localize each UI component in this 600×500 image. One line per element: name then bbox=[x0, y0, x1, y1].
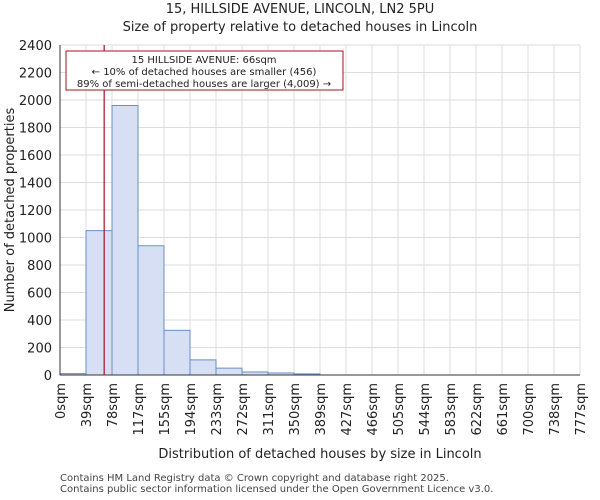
x-tick-label: 544sqm bbox=[418, 383, 433, 436]
y-tick-label: 1200 bbox=[19, 204, 52, 219]
x-axis-label: Distribution of detached houses by size … bbox=[158, 447, 481, 462]
histogram-chart: 0 200 400 600 800 1000 1200 1400 1600 1800 2000 220… bbox=[3, 39, 589, 462]
y-tick-label: 1800 bbox=[19, 122, 52, 137]
x-tick-label: 39sqm bbox=[80, 383, 95, 427]
y-tick-label: 2000 bbox=[19, 94, 52, 109]
x-tick-label: 427sqm bbox=[340, 383, 355, 436]
x-tick-label: 117sqm bbox=[132, 383, 147, 436]
histogram-bar bbox=[85, 230, 113, 376]
footer-copyright: Contains HM Land Registry data © Crown c… bbox=[60, 473, 449, 484]
x-tick-label: 583sqm bbox=[444, 383, 459, 436]
x-tick-label: 233sqm bbox=[210, 383, 225, 436]
y-tick-label: 2400 bbox=[19, 39, 52, 54]
y-tick-label: 2200 bbox=[19, 67, 52, 82]
y-tick-label: 1000 bbox=[19, 232, 52, 247]
y-tick-label: 1600 bbox=[19, 149, 52, 164]
histogram-bar bbox=[137, 245, 165, 376]
chart-title: 15, HILLSIDE AVENUE, LINCOLN, LN2 5PU bbox=[165, 2, 435, 17]
x-tick-label: 738sqm bbox=[548, 383, 563, 436]
annotation-larger: 89% of semi-detached houses are larger (… bbox=[77, 79, 331, 90]
y-tick-label: 400 bbox=[27, 314, 52, 329]
histogram-bar bbox=[163, 329, 191, 376]
histogram-bar bbox=[111, 105, 139, 376]
footer-licence: Contains public sector information licen… bbox=[60, 484, 494, 495]
annotation-title: 15 HILLSIDE AVENUE: 66sqm bbox=[131, 55, 276, 66]
chart-subtitle: Size of property relative to detached ho… bbox=[122, 20, 478, 35]
y-tick-label: 600 bbox=[27, 287, 52, 302]
histogram-bar bbox=[215, 367, 243, 376]
y-axis-label: Number of detached properties bbox=[3, 108, 18, 313]
x-tick-label: 505sqm bbox=[392, 383, 407, 436]
y-tick-label: 0 bbox=[44, 369, 52, 384]
y-tick-label: 1400 bbox=[19, 177, 52, 192]
histogram-bar bbox=[189, 359, 217, 376]
x-tick-label: 389sqm bbox=[314, 383, 329, 436]
x-tick-label: 194sqm bbox=[184, 383, 199, 436]
x-tick-label: 777sqm bbox=[574, 383, 589, 436]
x-tick-label: 700sqm bbox=[522, 383, 537, 436]
x-tick-label: 155sqm bbox=[158, 383, 173, 436]
x-tick-label: 661sqm bbox=[496, 383, 511, 436]
x-tick-label: 466sqm bbox=[366, 383, 381, 436]
x-tick-label: 272sqm bbox=[236, 383, 251, 436]
x-tick-label: 78sqm bbox=[106, 383, 121, 427]
x-tick-label: 311sqm bbox=[262, 383, 277, 436]
y-tick-label: 800 bbox=[27, 259, 52, 274]
annotation-box bbox=[65, 50, 344, 91]
y-tick-label: 200 bbox=[27, 342, 52, 357]
x-tick-label: 0sqm bbox=[54, 383, 69, 419]
x-tick-label: 350sqm bbox=[288, 383, 303, 436]
x-tick-label: 622sqm bbox=[470, 383, 485, 436]
annotation-smaller: ← 10% of detached houses are smaller (45… bbox=[92, 67, 317, 78]
